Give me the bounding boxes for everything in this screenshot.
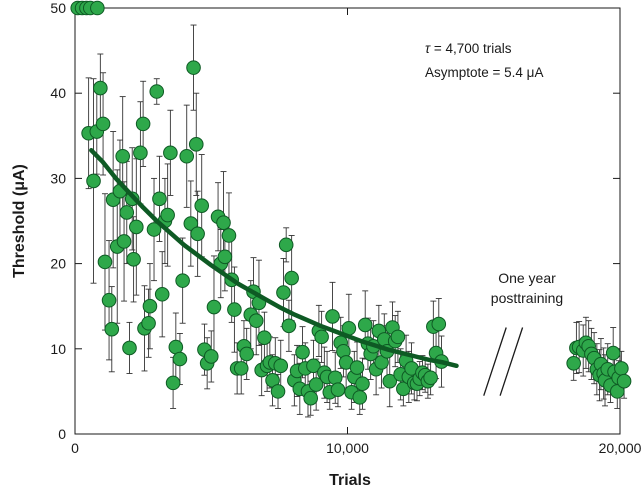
data-point	[281, 318, 297, 334]
data-point	[352, 390, 368, 405]
tau-value: = 4,700 trials	[430, 41, 512, 56]
data-point	[270, 384, 286, 399]
x-tick-label: 20,000	[599, 440, 642, 456]
data-point	[206, 299, 222, 315]
data-point	[146, 222, 162, 237]
data-point	[227, 302, 242, 317]
data-point	[423, 370, 438, 386]
y-tick-label: 50	[50, 0, 66, 16]
data-point	[217, 249, 233, 265]
data-point	[101, 292, 117, 308]
data-point	[216, 215, 231, 231]
data-point	[303, 390, 319, 406]
data-point	[172, 351, 188, 367]
data-point	[141, 315, 156, 331]
x-tick-label: 0	[71, 440, 79, 456]
data-point	[239, 346, 254, 362]
data-point	[122, 340, 137, 356]
x-tick-label: 10,000	[326, 440, 369, 456]
data-point	[119, 205, 135, 220]
data-point	[273, 358, 289, 374]
data-point	[276, 285, 291, 300]
data-point	[190, 226, 205, 242]
tau-symbol: τ	[425, 41, 431, 56]
asymptote-annotation: Asymptote = 5.4 μA	[425, 65, 543, 80]
data-point	[605, 345, 621, 361]
fit-curve	[89, 148, 459, 369]
y-tick-label: 20	[50, 256, 66, 272]
y-tick-label: 0	[58, 426, 66, 442]
posttraining-label-line1: One year	[498, 270, 556, 286]
data-point	[566, 355, 581, 371]
data-point	[186, 60, 201, 75]
data-point	[163, 145, 178, 161]
data-point	[194, 198, 210, 213]
data-point	[349, 360, 365, 375]
data-point	[278, 237, 294, 253]
data-point	[135, 116, 151, 132]
data-layer	[70, 0, 632, 418]
data-point	[314, 329, 329, 345]
data-point	[97, 254, 113, 270]
data-point	[203, 349, 219, 364]
data-point	[90, 0, 105, 16]
data-point	[233, 361, 249, 376]
data-point	[327, 370, 343, 386]
data-point	[179, 148, 195, 164]
data-point	[616, 373, 632, 389]
data-point	[188, 137, 204, 152]
data-point	[126, 252, 141, 267]
data-point	[93, 80, 108, 96]
data-point	[295, 344, 310, 360]
data-point	[175, 273, 190, 288]
data-point	[115, 148, 130, 164]
data-point	[104, 321, 120, 337]
data-point	[160, 207, 175, 223]
data-point	[355, 376, 370, 392]
x-axis-title: Trials	[329, 472, 371, 489]
data-point	[614, 361, 629, 376]
data-point	[257, 330, 272, 346]
data-point	[183, 216, 199, 231]
data-point	[357, 317, 373, 333]
data-point	[308, 377, 324, 392]
axis-break-slash	[483, 327, 507, 396]
data-point	[165, 375, 181, 391]
axis-layer: 0 10,000 20,000 0 10 20 30 40 50	[50, 0, 641, 456]
data-point	[221, 228, 237, 243]
data-point	[382, 373, 398, 389]
y-axis-title: Threshold (μA)	[11, 164, 28, 278]
data-point	[330, 382, 346, 397]
data-point	[86, 173, 101, 189]
data-point	[142, 298, 158, 314]
y-tick-label: 40	[50, 85, 66, 101]
data-point	[133, 145, 148, 161]
data-point	[248, 313, 264, 328]
data-point	[154, 286, 170, 302]
posttraining-label-line2: posttraining	[491, 290, 563, 306]
data-point	[284, 270, 299, 286]
data-point	[129, 219, 144, 235]
data-point	[431, 316, 447, 332]
y-tick-label: 10	[50, 341, 66, 357]
data-point	[152, 191, 167, 207]
data-points	[70, 0, 632, 406]
annotation-layer: τ = 4,700 trials Asymptote = 5.4 μA One …	[425, 41, 563, 306]
axis-break-slash	[499, 327, 524, 396]
data-point	[306, 358, 321, 374]
y-tick-label: 30	[50, 170, 66, 186]
tau-annotation: τ = 4,700 trials	[425, 41, 512, 56]
data-point	[116, 234, 132, 249]
data-point	[390, 329, 406, 345]
data-point	[149, 84, 165, 99]
data-point	[325, 309, 340, 324]
data-point	[95, 116, 111, 132]
